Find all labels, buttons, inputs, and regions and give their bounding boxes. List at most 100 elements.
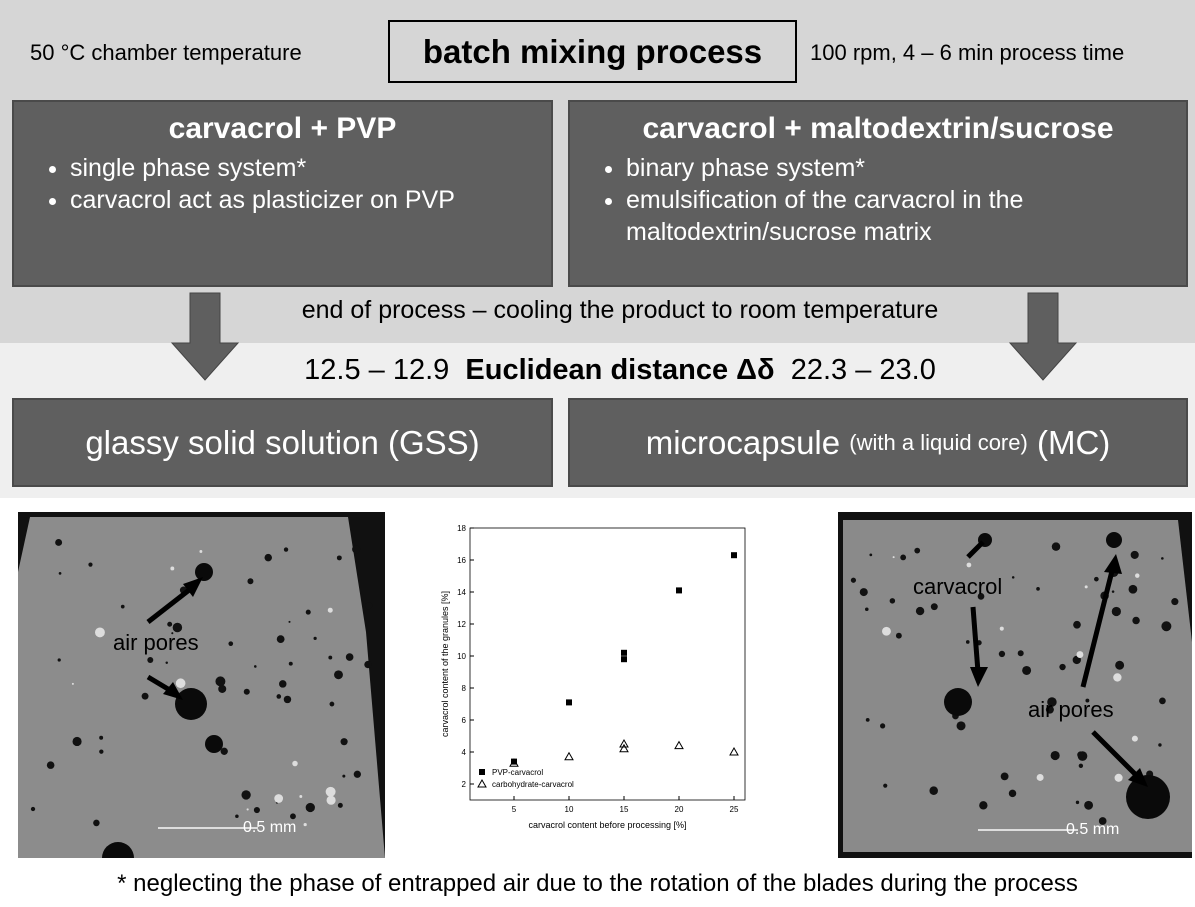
y-tick-label: 16 [457,556,466,565]
pore [95,627,105,637]
y-tick-label: 4 [462,748,467,757]
pore [338,803,343,808]
x-tick-label: 5 [512,805,517,814]
pore [241,790,250,799]
distance-label: Euclidean distance Δδ [465,354,774,386]
pore [860,588,868,596]
micrograph: air pores 0.5 mm [18,512,385,858]
transition: end of process – cooling the product to … [240,296,1000,325]
result-text: microcapsule [646,424,840,462]
pore [254,807,260,813]
pore [330,702,335,707]
pore [205,735,223,753]
pore [869,553,872,556]
pore [99,749,103,753]
scale-label: 0.5 mm [1066,821,1119,838]
pore [1018,650,1024,656]
footnote: * neglecting the phase of entrapped air … [0,870,1195,898]
pore [1159,698,1166,705]
pore [247,808,249,810]
pore [1076,801,1079,804]
pore [890,598,895,603]
pore [1132,736,1138,742]
pore [274,794,283,803]
pore [175,688,207,720]
scale-label: 0.5 mm [243,819,296,836]
pore [58,658,61,661]
pore [882,627,891,636]
pore [72,737,81,746]
pore [142,693,149,700]
pore [235,814,239,818]
point [676,587,682,593]
pore [199,550,202,553]
pore [1076,651,1083,658]
legend-label: PVP-carvacrol [492,768,543,777]
pore [1000,627,1004,631]
range: 12.5 – 12.9 [304,354,449,386]
y-tick-label: 14 [457,588,466,597]
pore [1106,532,1122,548]
pore [88,563,92,567]
chart: 51015202524681012141618carvacrol content… [432,512,765,855]
pore [72,683,74,685]
pore [1158,743,1161,746]
pore [314,637,317,640]
pore [265,554,272,561]
pore [354,771,361,778]
pore [851,578,856,583]
pore [966,640,970,644]
point [621,650,627,656]
pore [929,786,938,795]
pore [1036,587,1040,591]
pore [327,796,336,805]
pore [176,678,186,688]
pore [880,723,885,728]
pore [166,662,168,664]
pore [1171,598,1178,605]
pore [47,761,55,769]
y-tick-label: 6 [462,716,467,725]
pore [170,567,174,571]
pore [279,680,287,688]
pore [1037,774,1044,781]
pore [883,784,887,788]
pore [31,807,35,811]
pore [364,661,371,668]
pore [59,572,62,575]
point [566,699,572,705]
distance: 12.5 – 12.9 Euclidean distance Δδ 22.3 –… [240,354,1000,387]
result-text: (MC) [1037,424,1110,462]
pore [292,761,297,766]
y-axis-label: carvacrol content of the granules [%] [440,591,450,737]
pore [1131,551,1139,559]
pore [1129,585,1138,594]
x-tick-label: 25 [730,805,739,814]
pore [195,563,213,581]
pore [1135,573,1139,577]
pore [341,738,348,745]
pore [999,651,1005,657]
pore [276,694,281,699]
pore [1012,576,1015,579]
pore [326,787,336,797]
pore [352,545,360,553]
pore [342,775,345,778]
legend-label: carbohydrate-carvacrol [492,780,574,789]
pore [167,622,172,627]
pore [893,556,895,558]
pore [914,548,920,554]
result-mc: microcapsule (with a liquid core) (MC) [568,398,1188,487]
pore [1094,577,1099,582]
pore [1084,801,1093,810]
legend-marker [479,769,485,775]
image-label: carvacrol [913,574,1002,599]
pore [1009,790,1016,797]
x-tick-label: 20 [675,805,684,814]
pore [1051,751,1060,760]
pore [284,696,291,703]
pore [284,547,288,551]
y-tick-label: 2 [462,780,467,789]
pore [306,610,311,615]
pore [931,603,938,610]
